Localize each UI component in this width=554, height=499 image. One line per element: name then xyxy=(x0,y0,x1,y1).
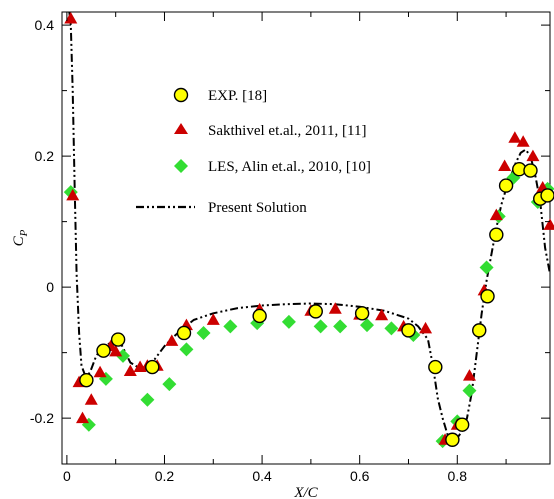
legend-les-label: LES, Alin et.al., 2010, [10] xyxy=(208,159,371,175)
les-point xyxy=(479,260,494,275)
les-point xyxy=(281,314,296,329)
sakthivel-point xyxy=(75,411,89,424)
marker-layer xyxy=(63,12,554,449)
exp-point xyxy=(176,325,192,341)
y-tick-label: -0.2 xyxy=(30,410,54,426)
exp-point xyxy=(428,359,443,375)
sakthivel-point xyxy=(66,188,80,201)
les-point xyxy=(179,342,194,357)
exp-point xyxy=(96,343,111,358)
legend-exp-marker xyxy=(173,87,189,103)
y-tick-label: 0 xyxy=(46,279,54,295)
y-axis-title-sub: P xyxy=(18,229,30,237)
sakthivel-point xyxy=(375,308,389,321)
exp-point xyxy=(489,227,504,242)
exp-point xyxy=(401,323,416,338)
y-axis-title-main: C xyxy=(11,235,27,246)
tick-layer: 0 0.2 0.4 0.6 0.8 -0.2 0 0.2 0.4 xyxy=(30,12,550,484)
plot-frame xyxy=(61,11,551,465)
sakthivel-point xyxy=(93,365,107,378)
sakthivel-point xyxy=(328,302,342,314)
legend-present-label: Present Solution xyxy=(208,200,307,216)
sakthivel-point xyxy=(123,364,137,376)
les-point xyxy=(384,321,399,336)
legend-les-marker xyxy=(174,159,188,173)
legend-sakthivel-label: Sakthivel et.al., 2011, [11] xyxy=(208,123,366,139)
exp-point xyxy=(252,308,267,324)
exp-point xyxy=(145,359,160,375)
sakthivel-point xyxy=(526,149,540,162)
exp-point xyxy=(454,417,470,432)
x-tick-label: 0.8 xyxy=(448,468,468,484)
sakthivel-point xyxy=(206,313,220,325)
sakthivel-point xyxy=(516,135,530,147)
x-tick-label: 0.4 xyxy=(252,468,272,484)
les-point xyxy=(462,383,477,398)
les-point xyxy=(196,325,211,340)
sakthivel-point xyxy=(498,159,512,171)
les-point xyxy=(360,318,374,333)
x-tick-label: 0 xyxy=(63,468,71,484)
sakthivel-point xyxy=(84,393,98,405)
sakthivel-point xyxy=(543,218,554,230)
sakthivel-point xyxy=(419,321,433,334)
legend-sakthivel-marker xyxy=(174,123,188,134)
y-axis-title: CP xyxy=(11,229,30,246)
sakthivel-point xyxy=(489,208,503,221)
les-point xyxy=(223,319,238,334)
exp-point xyxy=(540,188,554,203)
y-tick-label: 0.4 xyxy=(35,17,55,33)
present-solution-layer xyxy=(68,11,551,441)
les-point xyxy=(313,319,328,334)
exp-point xyxy=(472,323,487,338)
legend-exp-label: EXP. [18] xyxy=(208,88,267,104)
x-axis-title: X/C xyxy=(293,485,318,499)
sakthivel-point xyxy=(508,131,522,143)
exp-point xyxy=(480,289,495,304)
les-point xyxy=(140,392,155,407)
x-tick-label: 0.2 xyxy=(155,468,175,484)
legend: EXP. [18] Sakthivel et.al., 2011, [11] L… xyxy=(136,87,371,216)
x-tick-label: 0.6 xyxy=(350,468,370,484)
sakthivel-point xyxy=(64,12,78,24)
exp-point xyxy=(445,432,460,447)
exp-point xyxy=(110,332,126,347)
exp-point xyxy=(308,304,323,319)
les-point xyxy=(333,319,348,334)
sakthivel-point xyxy=(165,334,179,346)
sakthivel-point xyxy=(462,369,476,381)
les-point xyxy=(162,377,177,392)
exp-point xyxy=(354,306,370,321)
y-tick-label: 0.2 xyxy=(35,148,55,164)
present-solution-curve xyxy=(68,11,551,441)
exp-point xyxy=(498,178,514,193)
exp-point xyxy=(523,163,538,178)
exp-point xyxy=(79,372,94,388)
sakthivel-point xyxy=(109,344,123,357)
